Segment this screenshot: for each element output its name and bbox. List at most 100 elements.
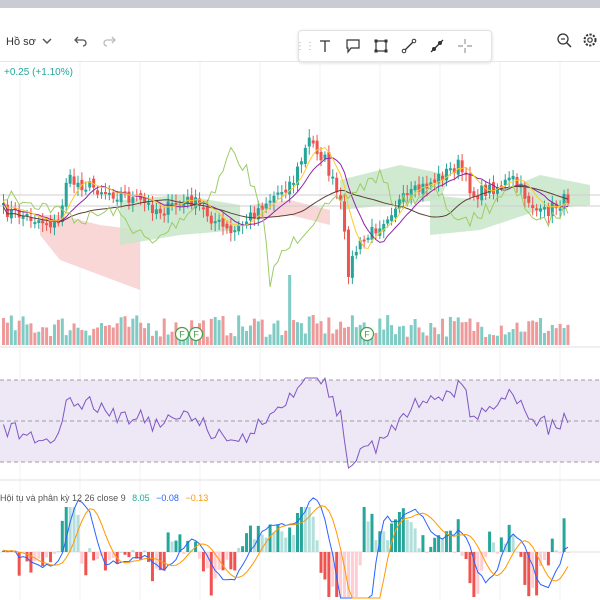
drag-handle-icon[interactable]: ⋮⋮	[295, 40, 315, 52]
macd-histogram-bar	[315, 540, 319, 552]
macd-histogram-bar	[45, 552, 49, 558]
text-tool-button[interactable]	[311, 31, 339, 61]
callout-tool-button[interactable]	[339, 31, 367, 61]
macd-histogram-bar	[311, 516, 315, 552]
zoom-icon[interactable]	[556, 32, 572, 48]
macd-histogram-bar	[401, 508, 405, 552]
macd-histogram-bar	[437, 535, 441, 552]
macd-histogram-bar	[554, 550, 558, 552]
volume-bar	[386, 315, 390, 345]
macd-histogram-bar	[421, 535, 425, 552]
candle-body	[296, 166, 299, 186]
macd-histogram-bar	[84, 552, 88, 576]
macd-histogram-bar	[339, 552, 343, 597]
candle-body	[68, 174, 72, 184]
volume-bar	[488, 334, 492, 345]
trend-line-tool-button[interactable]	[395, 31, 423, 61]
gear-icon[interactable]	[582, 32, 598, 48]
volume-bar	[245, 330, 249, 345]
macd-histogram-bar	[111, 552, 115, 559]
candle-body	[245, 221, 249, 225]
crosshair-tool-button[interactable]	[451, 31, 479, 61]
candle-body	[5, 204, 9, 217]
redo-button[interactable]	[102, 34, 116, 51]
candle-body	[147, 202, 151, 205]
macd-histogram-bar	[527, 552, 531, 597]
undo-button[interactable]	[74, 34, 88, 51]
candle-body	[503, 179, 507, 186]
candle-body	[127, 191, 131, 203]
macd-histogram-bar	[409, 522, 413, 552]
macd-histogram-bar	[413, 528, 417, 552]
candle-body	[554, 203, 558, 208]
macd-histogram-bar	[131, 549, 135, 552]
macd-histogram-bar	[558, 552, 562, 554]
macd-histogram-bar	[178, 534, 182, 552]
volume-bar	[60, 318, 64, 345]
candle-body	[60, 205, 64, 223]
volume-bar	[515, 322, 519, 345]
macd-histogram-bar	[448, 530, 452, 552]
candle-body	[45, 223, 49, 226]
volume-bar	[41, 327, 45, 345]
ray-tool-button[interactable]	[423, 31, 451, 61]
candle-body	[276, 192, 280, 195]
macd-histogram-bar	[562, 518, 566, 552]
volume-bar	[452, 321, 456, 345]
volume-bar	[123, 316, 127, 345]
macd-histogram-bar	[390, 523, 394, 552]
macd-histogram-bar	[480, 552, 484, 571]
macd-histogram-bar	[566, 552, 570, 553]
volume-bar	[276, 320, 280, 345]
macd-signal-line	[3, 505, 569, 599]
candle-body	[433, 179, 437, 183]
candle-body	[131, 197, 135, 204]
volume-bar	[154, 330, 158, 345]
macd-histogram-bar	[284, 537, 288, 552]
candle-body	[558, 208, 562, 211]
candle-body	[280, 192, 284, 195]
volume-bar	[96, 327, 100, 345]
volume-bar	[409, 325, 413, 345]
candle-body	[84, 189, 88, 192]
volume-bar	[464, 321, 468, 345]
macd-histogram-bar	[546, 552, 550, 566]
volume-bar	[550, 324, 554, 345]
volume-bar	[127, 326, 131, 345]
volume-bar	[307, 316, 311, 345]
candle-body	[111, 192, 115, 199]
candle-body	[174, 203, 178, 206]
volume-bar	[476, 322, 480, 345]
candle-body	[17, 209, 21, 218]
candle-body	[2, 203, 5, 206]
candle-body	[107, 192, 111, 195]
candle-body	[221, 217, 225, 227]
candle-body	[444, 168, 448, 181]
candle-body	[264, 203, 268, 209]
volume-bar	[264, 336, 268, 345]
volume-bar	[378, 318, 382, 345]
candle-body	[382, 223, 386, 232]
volume-bar	[100, 323, 103, 345]
candle-body	[327, 152, 331, 176]
candle-body	[515, 177, 519, 186]
rectangle-tool-button[interactable]	[367, 31, 395, 61]
volume-bar	[162, 318, 166, 345]
macd-histogram-bar	[241, 546, 245, 552]
volume-bar	[441, 318, 445, 345]
macd-histogram-bar	[233, 552, 237, 571]
profile-dropdown[interactable]: Hồ sơ	[6, 36, 52, 48]
macd-histogram-bar	[272, 532, 276, 552]
macd-histogram-bar	[72, 507, 76, 552]
candle-body	[319, 151, 323, 161]
macd-value-histogram: 8.05	[132, 493, 150, 503]
volume-bar	[343, 327, 347, 345]
macd-histogram-bar	[327, 552, 331, 597]
volume-bar	[76, 327, 80, 345]
volume-bar	[233, 336, 237, 345]
volume-bar	[499, 325, 503, 345]
candle-body	[539, 208, 543, 212]
candle-body	[268, 200, 272, 203]
macd-histogram-bar	[225, 552, 229, 560]
